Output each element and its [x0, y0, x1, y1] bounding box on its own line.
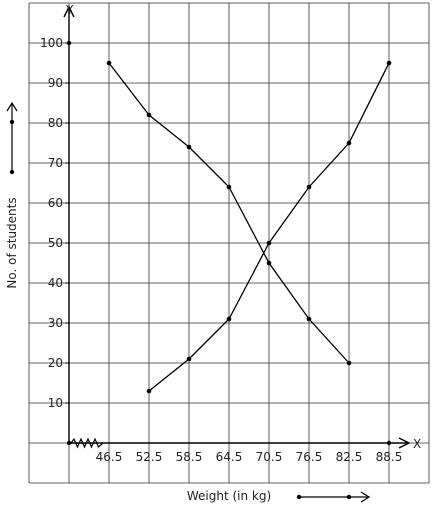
y-tick-label: 10: [48, 396, 63, 410]
series-2-point: [306, 316, 312, 322]
series-group: [106, 60, 392, 394]
y-tick-label: 20: [48, 356, 63, 370]
y-axis-letter: Y: [65, 3, 74, 17]
y-tick-label: 80: [48, 116, 63, 130]
series-1-point: [146, 388, 152, 394]
x-axis-label: Weight (in kg): [187, 489, 271, 503]
series-1-point: [186, 356, 192, 362]
y-axis-arrowhead: [63, 5, 75, 18]
tick-labels: 46.5 52.5 58.5 64.5 70.5 76.5 82.5 88.5 10 20 30 40…: [40, 36, 402, 464]
x-axis-end-point: [386, 440, 392, 446]
x-tick-label: 58.5: [176, 450, 203, 464]
y-tick-label: 30: [48, 316, 63, 330]
y-tick-label: 70: [48, 156, 63, 170]
origin-point: [66, 440, 72, 446]
x-tick-label: 46.5: [96, 450, 123, 464]
x-tick-label: 76.5: [296, 450, 323, 464]
series-2-point: [146, 112, 152, 118]
x-tick-label: 70.5: [256, 450, 283, 464]
grid: [28, 2, 430, 484]
x-tick-label: 88.5: [376, 450, 403, 464]
x-tick-label: 52.5: [136, 450, 163, 464]
x-axis-arrowhead: [398, 437, 411, 449]
y-direction-arrow: [6, 101, 18, 175]
x-tick-label: 82.5: [336, 450, 363, 464]
y-tick-label: 90: [48, 76, 63, 90]
series-1-point: [346, 140, 352, 146]
x-tick-label: 64.5: [216, 450, 243, 464]
series-2-point: [226, 184, 232, 190]
series-2-point: [346, 360, 352, 366]
x-direction-arrow: [296, 491, 371, 503]
y-tick-label: 40: [48, 276, 63, 290]
series-1-point: [306, 184, 312, 190]
series-2-point: [106, 60, 112, 66]
y-tick-label: 50: [48, 236, 63, 250]
y-axis-label: No. of students: [5, 197, 19, 288]
axis-break-zigzag: [70, 437, 104, 449]
series-1-point: [386, 60, 392, 66]
y-tick-label: 60: [48, 196, 63, 210]
series-2-point: [266, 260, 272, 266]
series-1-point: [266, 240, 272, 246]
series-1-point: [226, 316, 232, 322]
y-tick-label: 100: [40, 36, 63, 50]
axes: [63, 5, 411, 449]
series-2-point: [186, 144, 192, 150]
x-axis-letter: X: [413, 437, 421, 451]
